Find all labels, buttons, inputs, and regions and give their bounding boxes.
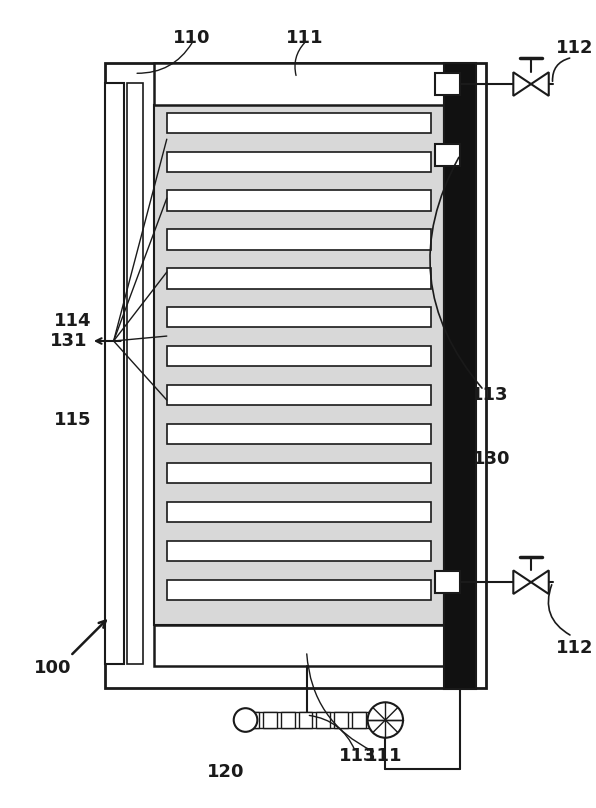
Bar	[167, 191, 431, 211]
Bar	[167, 424, 431, 444]
Text: 131: 131	[49, 332, 87, 350]
Bar	[167, 152, 431, 172]
Bar	[434, 571, 460, 593]
Bar	[167, 502, 431, 522]
Bar	[167, 307, 431, 327]
Bar	[281, 712, 295, 728]
Text: 115: 115	[54, 410, 91, 429]
Bar	[246, 712, 259, 728]
Text: 111: 111	[286, 29, 324, 47]
Polygon shape	[531, 72, 549, 96]
Text: 111: 111	[365, 747, 402, 765]
Bar	[128, 83, 143, 664]
Text: 112: 112	[555, 639, 593, 657]
Text: 120: 120	[207, 764, 244, 781]
Bar	[105, 83, 125, 664]
Bar	[352, 712, 365, 728]
Text: 113: 113	[339, 747, 377, 765]
Bar	[167, 229, 431, 250]
Bar	[263, 712, 277, 728]
Text: 100: 100	[34, 659, 72, 677]
Bar	[299, 712, 312, 728]
Text: 110: 110	[173, 29, 210, 47]
Bar	[167, 268, 431, 288]
Text: 114: 114	[54, 313, 91, 330]
Bar	[154, 105, 445, 625]
Bar	[167, 346, 431, 366]
Text: 112: 112	[555, 39, 593, 57]
Circle shape	[234, 708, 257, 732]
Polygon shape	[531, 570, 549, 594]
Bar	[167, 541, 431, 561]
Text: 130: 130	[473, 450, 510, 468]
Bar	[316, 712, 330, 728]
Bar	[167, 385, 431, 406]
Bar	[105, 63, 486, 688]
Bar	[434, 74, 460, 95]
Bar	[167, 112, 431, 133]
Polygon shape	[513, 72, 531, 96]
Text: 113: 113	[471, 386, 508, 404]
Bar	[445, 63, 476, 688]
Bar	[167, 579, 431, 600]
Bar	[167, 463, 431, 483]
Circle shape	[368, 702, 403, 738]
Bar	[154, 625, 445, 666]
Bar	[434, 144, 460, 166]
Bar	[334, 712, 348, 728]
Bar	[154, 63, 445, 105]
Polygon shape	[513, 570, 531, 594]
